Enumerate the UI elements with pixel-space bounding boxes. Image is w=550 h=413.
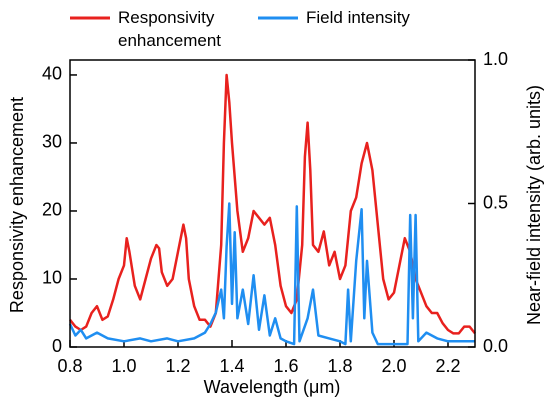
series-line — [68, 202, 475, 346]
y-axis-label: Responsivity enhancement — [7, 97, 27, 313]
x-tick-label: 1.8 — [327, 356, 352, 376]
y-tick-label: 30 — [42, 132, 62, 152]
x-tick-label: 2.2 — [435, 356, 460, 376]
x-tick-label: 1.0 — [111, 356, 136, 376]
x-axis-label: Wavelength (μm) — [204, 377, 341, 397]
plot-frame — [69, 59, 476, 348]
legend-label: Responsivity enhancement — [118, 8, 222, 50]
x-tick-label: 1.2 — [165, 356, 190, 376]
y-tick-label: 40 — [42, 64, 62, 84]
y-tick-label: 20 — [42, 200, 62, 220]
y2-axis-label: Near-field intensity (arb. units) — [524, 85, 544, 325]
y2-tick-label: 0.0 — [483, 336, 508, 356]
y2-tick-label: 0.5 — [483, 192, 508, 212]
x-tick-label: 0.8 — [57, 356, 82, 376]
y-tick-label: 10 — [42, 268, 62, 288]
series-line — [69, 73, 476, 335]
x-tick-label: 1.6 — [273, 356, 298, 376]
x-tick-label: 1.4 — [219, 356, 244, 376]
y2-tick-label: 1.0 — [483, 49, 508, 69]
y-tick-label: 0 — [52, 336, 62, 356]
legend-label: Field intensity — [306, 8, 410, 27]
x-tick-label: 2.0 — [381, 356, 406, 376]
